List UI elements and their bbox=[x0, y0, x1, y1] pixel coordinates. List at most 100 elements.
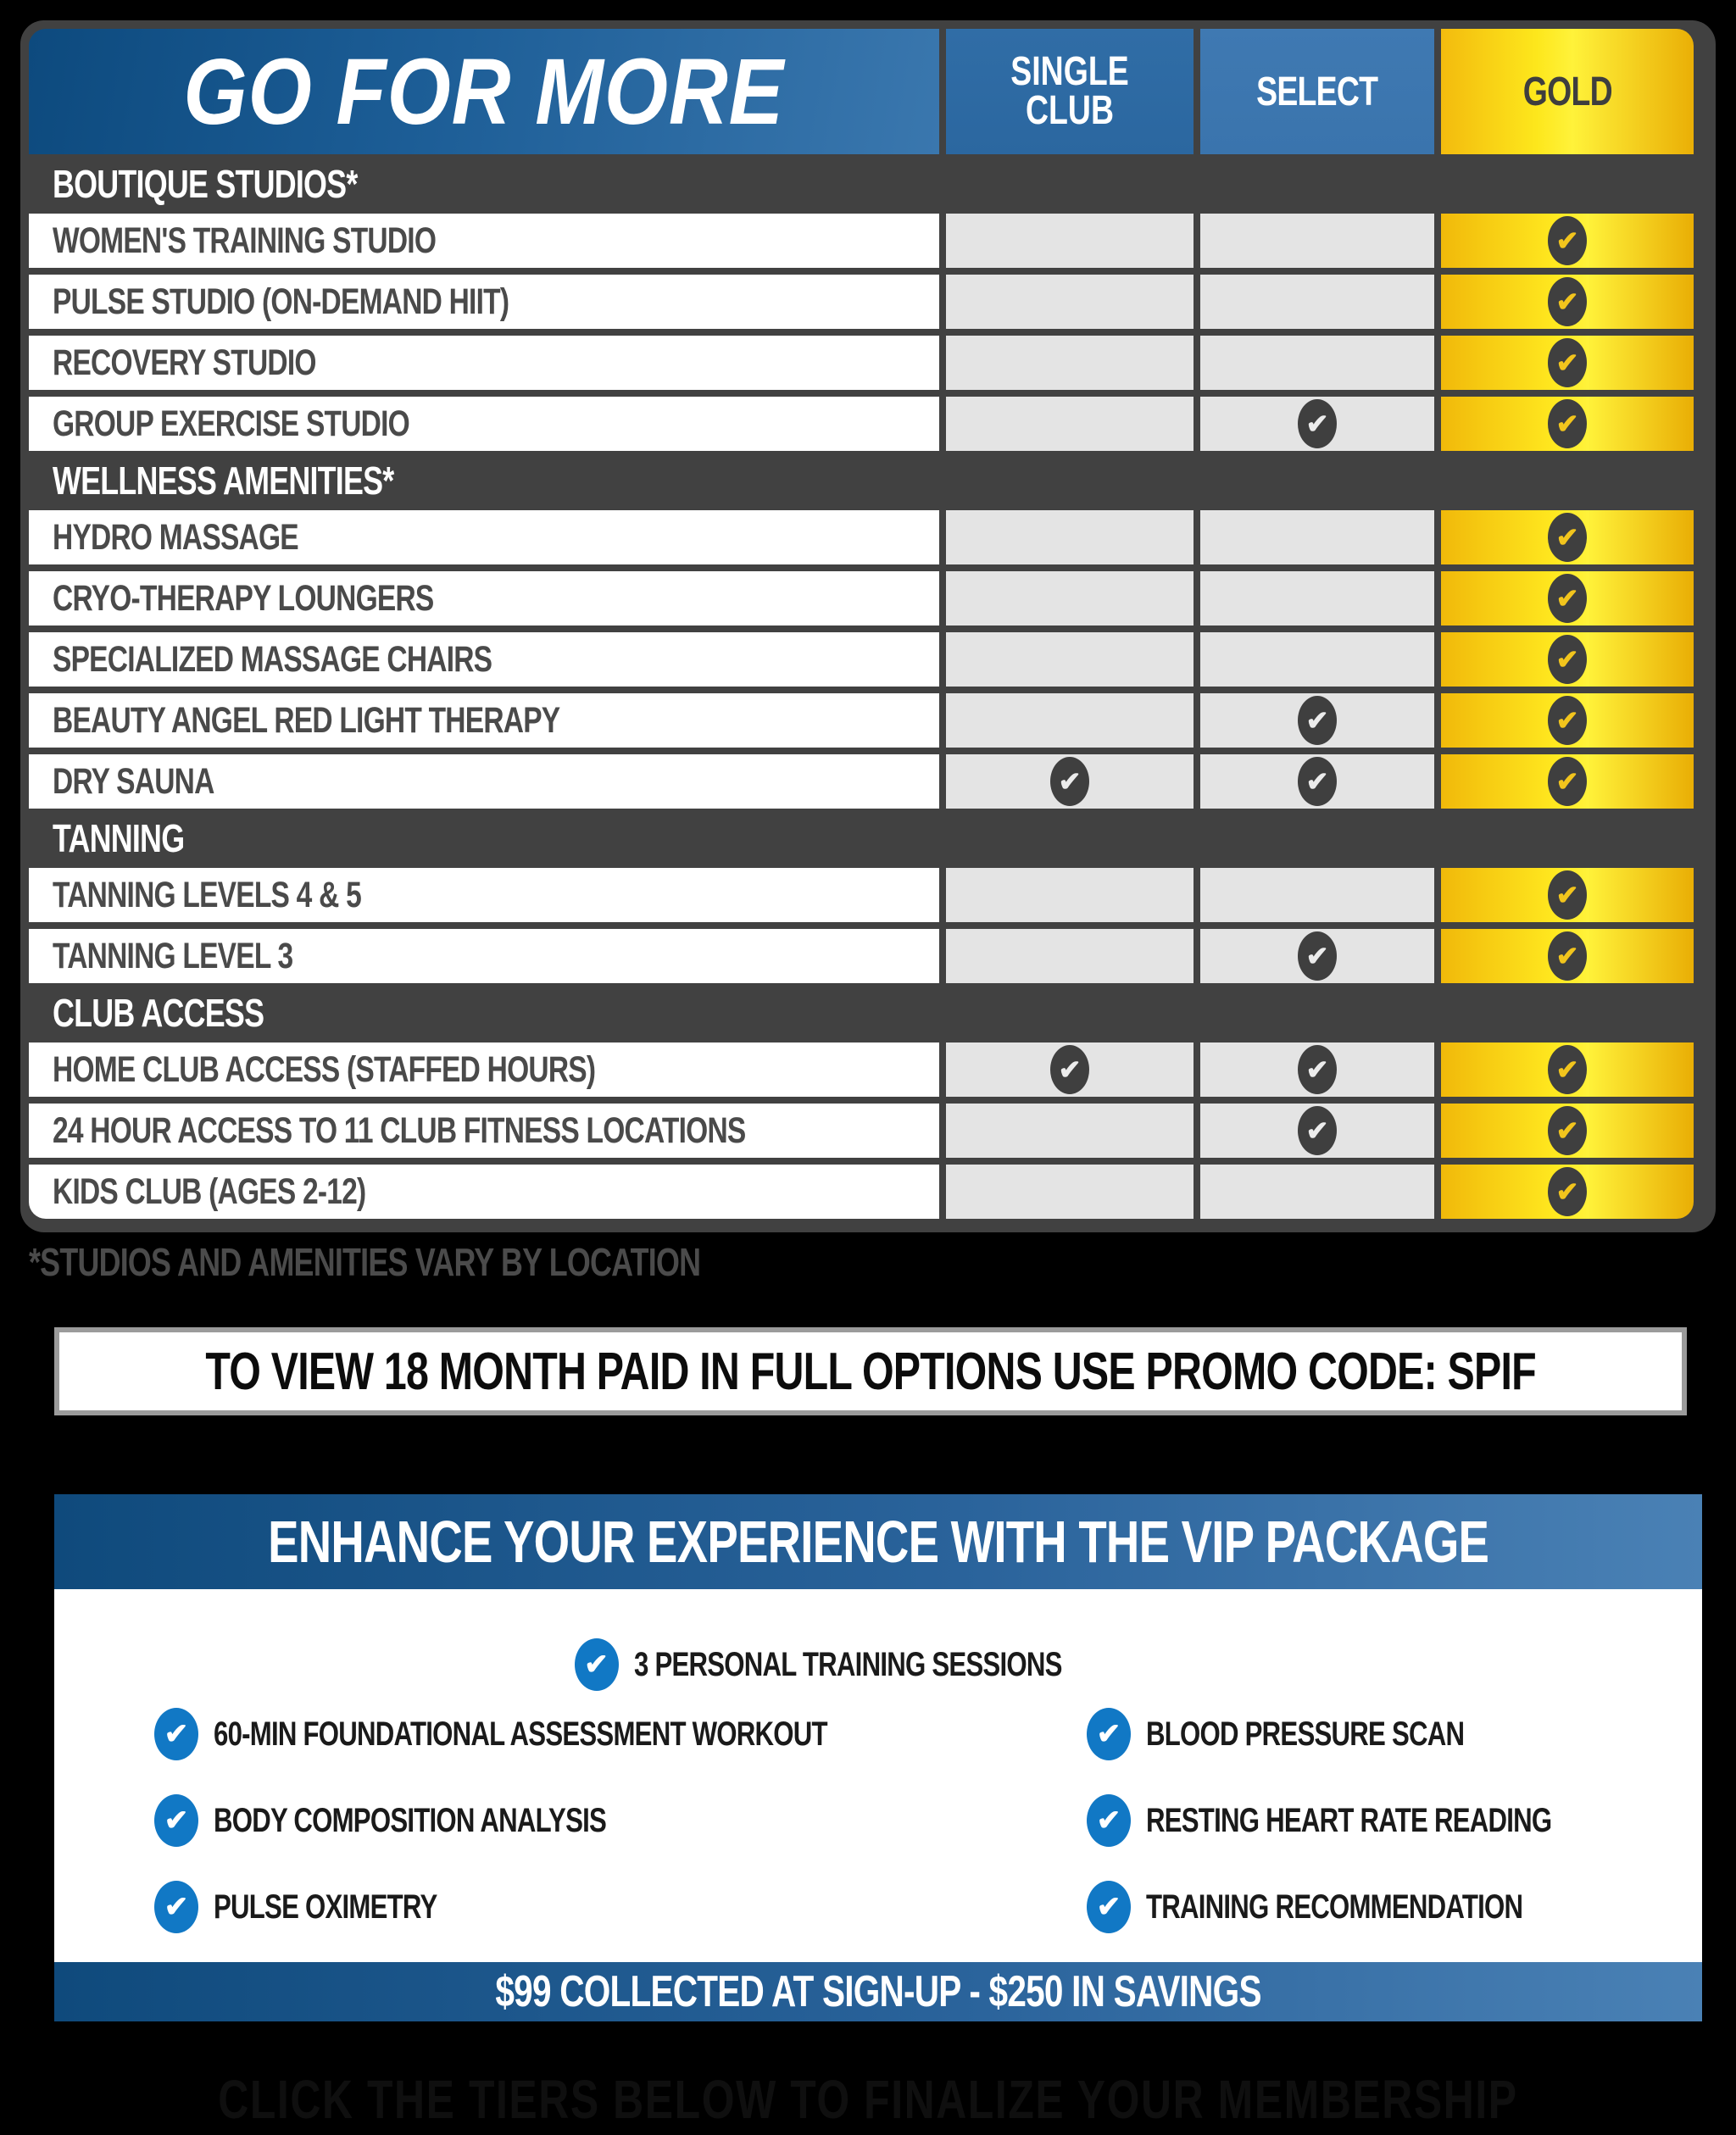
vip-featured-item: ✔ 3 PERSONAL TRAINING SESSIONS bbox=[54, 1638, 1702, 1691]
cell-single-club bbox=[946, 397, 1194, 451]
table-title: GO FOR MORE bbox=[183, 39, 785, 144]
checkmark-icon: ✔ bbox=[1050, 757, 1089, 806]
feature-row: RECOVERY STUDIO ✔ bbox=[29, 336, 1707, 390]
cell-select bbox=[1200, 275, 1434, 329]
vip-item: ✔ PULSE OXIMETRY bbox=[154, 1881, 500, 1933]
comparison-grid: GO FOR MORE SINGLE CLUB SELECT GOLD BOUT… bbox=[29, 29, 1707, 1219]
cell-select: ✔ bbox=[1200, 754, 1434, 809]
feature-label: TANNING LEVEL 3 bbox=[53, 935, 293, 976]
cell-single-club bbox=[946, 929, 1194, 983]
checkmark-icon: ✔ bbox=[1548, 574, 1587, 623]
cell-single-club bbox=[946, 1165, 1194, 1219]
cell-gold: ✔ bbox=[1441, 754, 1694, 809]
vip-package-card: ENHANCE YOUR EXPERIENCE WITH THE VIP PAC… bbox=[54, 1494, 1702, 2021]
cell-gold: ✔ bbox=[1441, 214, 1694, 268]
tier-header-select[interactable]: SELECT bbox=[1200, 29, 1434, 154]
cell-single-club bbox=[946, 693, 1194, 748]
check-icon: ✔ bbox=[1087, 1794, 1131, 1847]
section-header: CLUB ACCESS bbox=[29, 990, 1707, 1036]
cell-gold: ✔ bbox=[1441, 1042, 1694, 1097]
checkmark-icon: ✔ bbox=[1298, 696, 1337, 745]
cell-select: ✔ bbox=[1200, 693, 1434, 748]
vip-title: ENHANCE YOUR EXPERIENCE WITH THE VIP PAC… bbox=[267, 1509, 1489, 1575]
vip-item: ✔ RESTING HEART RATE READING bbox=[1087, 1794, 1666, 1847]
check-icon: ✔ bbox=[1087, 1708, 1131, 1760]
feature-row: HYDRO MASSAGE ✔ bbox=[29, 510, 1707, 564]
checkmark-icon: ✔ bbox=[1298, 1045, 1337, 1094]
checkmark-icon: ✔ bbox=[1298, 931, 1337, 981]
checkmark-icon: ✔ bbox=[1548, 931, 1587, 981]
cell-select bbox=[1200, 868, 1434, 922]
section-header-label: WELLNESS AMENITIES* bbox=[53, 459, 394, 503]
cell-single-club bbox=[946, 1104, 1194, 1158]
feature-row: GROUP EXERCISE STUDIO ✔ ✔ bbox=[29, 397, 1707, 451]
tier-header-single-club[interactable]: SINGLE CLUB bbox=[946, 29, 1194, 154]
promo-banner: TO VIEW 18 MONTH PAID IN FULL OPTIONS US… bbox=[54, 1327, 1687, 1415]
checkmark-icon: ✔ bbox=[1548, 870, 1587, 920]
vip-body: ✔ 3 PERSONAL TRAINING SESSIONS ✔ 60-MIN … bbox=[54, 1589, 1702, 1962]
cell-select bbox=[1200, 1165, 1434, 1219]
feature-label: BEAUTY ANGEL RED LIGHT THERAPY bbox=[53, 699, 560, 741]
feature-label: HYDRO MASSAGE bbox=[53, 516, 299, 558]
cell-select bbox=[1200, 214, 1434, 268]
feature-row: CRYO-THERAPY LOUNGERS ✔ bbox=[29, 571, 1707, 625]
section-header: WELLNESS AMENITIES* bbox=[29, 458, 1707, 503]
feature-row: KIDS CLUB (AGES 2-12) ✔ bbox=[29, 1165, 1707, 1219]
cell-single-club bbox=[946, 275, 1194, 329]
feature-row: BEAUTY ANGEL RED LIGHT THERAPY ✔ ✔ bbox=[29, 693, 1707, 748]
feature-label-cell: RECOVERY STUDIO bbox=[29, 336, 939, 390]
table-header-row: GO FOR MORE SINGLE CLUB SELECT GOLD bbox=[29, 29, 1707, 154]
vip-item: ✔ TRAINING RECOMMENDATION bbox=[1087, 1881, 1629, 1933]
cell-gold: ✔ bbox=[1441, 336, 1694, 390]
cell-single-club: ✔ bbox=[946, 1042, 1194, 1097]
cell-select bbox=[1200, 510, 1434, 564]
section-header-label: BOUTIQUE STUDIOS* bbox=[53, 162, 358, 206]
feature-label-cell: PULSE STUDIO (ON-DEMAND HIIT) bbox=[29, 275, 939, 329]
feature-label-cell: TANNING LEVEL 3 bbox=[29, 929, 939, 983]
checkmark-icon: ✔ bbox=[1298, 1106, 1337, 1155]
promo-text: TO VIEW 18 MONTH PAID IN FULL OPTIONS US… bbox=[205, 1342, 1536, 1401]
cell-select: ✔ bbox=[1200, 397, 1434, 451]
feature-label-cell: 24 HOUR ACCESS TO 11 CLUB FITNESS LOCATI… bbox=[29, 1104, 939, 1158]
cell-select bbox=[1200, 336, 1434, 390]
feature-label-cell: HYDRO MASSAGE bbox=[29, 510, 939, 564]
footer-note: CLICK THE TIERS BELOW TO FINALIZE YOUR M… bbox=[218, 2069, 1518, 2130]
tier-header-gold[interactable]: GOLD bbox=[1441, 29, 1694, 154]
check-icon: ✔ bbox=[154, 1881, 198, 1933]
cell-select bbox=[1200, 571, 1434, 625]
cell-single-club bbox=[946, 571, 1194, 625]
feature-label-cell: WOMEN'S TRAINING STUDIO bbox=[29, 214, 939, 268]
feature-label-cell: KIDS CLUB (AGES 2-12) bbox=[29, 1165, 939, 1219]
section-header: TANNING bbox=[29, 815, 1707, 861]
cell-gold: ✔ bbox=[1441, 571, 1694, 625]
feature-label: DRY SAUNA bbox=[53, 760, 214, 802]
cell-single-club bbox=[946, 632, 1194, 687]
cell-select bbox=[1200, 632, 1434, 687]
cell-single-club bbox=[946, 214, 1194, 268]
feature-row: PULSE STUDIO (ON-DEMAND HIIT) ✔ bbox=[29, 275, 1707, 329]
feature-label: 24 HOUR ACCESS TO 11 CLUB FITNESS LOCATI… bbox=[53, 1109, 746, 1151]
cell-gold: ✔ bbox=[1441, 1165, 1694, 1219]
cell-gold: ✔ bbox=[1441, 510, 1694, 564]
feature-label-cell: SPECIALIZED MASSAGE CHAIRS bbox=[29, 632, 939, 687]
checkmark-icon: ✔ bbox=[1298, 399, 1337, 448]
checkmark-icon: ✔ bbox=[1298, 757, 1337, 806]
feature-row: WOMEN'S TRAINING STUDIO ✔ bbox=[29, 214, 1707, 268]
feature-label: TANNING LEVELS 4 & 5 bbox=[53, 874, 362, 915]
checkmark-icon: ✔ bbox=[1548, 513, 1587, 562]
comparison-table: GO FOR MORE SINGLE CLUB SELECT GOLD BOUT… bbox=[20, 20, 1716, 1232]
checkmark-icon: ✔ bbox=[1548, 1106, 1587, 1155]
table-title-cell: GO FOR MORE bbox=[29, 29, 939, 154]
feature-row: TANNING LEVEL 3 ✔ ✔ bbox=[29, 929, 1707, 983]
feature-label-cell: HOME CLUB ACCESS (STAFFED HOURS) bbox=[29, 1042, 939, 1097]
check-icon: ✔ bbox=[574, 1638, 619, 1691]
tier-label: SELECT bbox=[1256, 69, 1378, 114]
feature-label-cell: CRYO-THERAPY LOUNGERS bbox=[29, 571, 939, 625]
checkmark-icon: ✔ bbox=[1548, 216, 1587, 265]
feature-label-cell: TANNING LEVELS 4 & 5 bbox=[29, 868, 939, 922]
cell-single-club bbox=[946, 868, 1194, 922]
checkmark-icon: ✔ bbox=[1548, 696, 1587, 745]
cell-gold: ✔ bbox=[1441, 693, 1694, 748]
cell-gold: ✔ bbox=[1441, 275, 1694, 329]
